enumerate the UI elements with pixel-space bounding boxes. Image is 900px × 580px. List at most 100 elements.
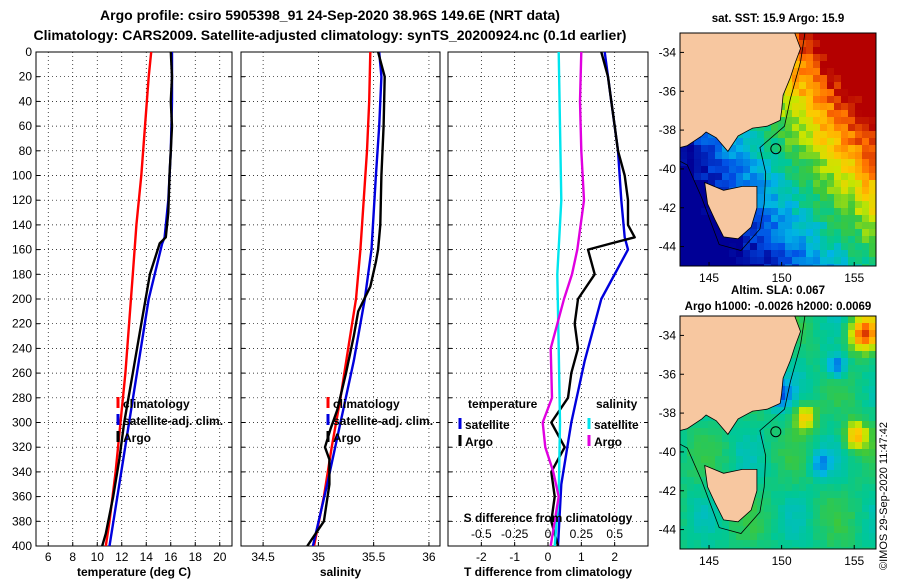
x-tick-label: 35 — [312, 550, 326, 564]
map-cell — [841, 414, 849, 422]
map-cell — [757, 152, 765, 160]
legend-label: satellite-adj. clim. — [333, 414, 433, 428]
x-tick-label: 16 — [164, 550, 178, 564]
map-cell — [764, 229, 772, 237]
map-cell — [736, 435, 744, 443]
legend-label: Argo — [594, 435, 622, 449]
map-cell — [862, 243, 870, 251]
map-cell — [694, 152, 702, 160]
map-cell — [848, 449, 856, 457]
map-cell — [820, 372, 828, 380]
map-cell — [764, 435, 772, 443]
map-cell — [841, 358, 849, 366]
map-cell — [820, 124, 828, 132]
map-cell — [834, 103, 842, 111]
map-cell — [687, 173, 695, 181]
map-cell — [813, 526, 821, 534]
x-tick-label: 8 — [69, 550, 76, 564]
map-cell — [834, 47, 842, 55]
map-cell — [820, 152, 828, 160]
map-cell — [869, 435, 876, 443]
map-cell — [813, 498, 821, 506]
map-cell — [827, 222, 835, 230]
map-cell — [757, 442, 765, 450]
map-cell — [785, 187, 793, 195]
map-cell — [715, 519, 723, 527]
map-cell — [771, 187, 779, 195]
land-mainland — [680, 316, 801, 436]
x-tick-label: -1 — [509, 550, 520, 564]
map-cell — [743, 236, 751, 244]
map-cell — [757, 208, 765, 216]
map-cell — [736, 145, 744, 153]
map-cell — [701, 194, 709, 202]
map-cell — [687, 166, 695, 174]
map-cell — [743, 421, 751, 429]
map-cell — [729, 152, 737, 160]
map-cell — [729, 250, 737, 258]
map-cell — [778, 477, 786, 485]
map-cell — [708, 250, 716, 258]
map-cell — [862, 435, 870, 443]
map-cell — [841, 131, 849, 139]
map-cell — [820, 166, 828, 174]
map-cell — [757, 180, 765, 188]
map-cell — [799, 187, 807, 195]
map-cell — [827, 145, 835, 153]
map-cell — [799, 442, 807, 450]
map-cell — [841, 152, 849, 160]
map-cell — [841, 68, 849, 76]
map-cell — [799, 54, 807, 62]
map-cell — [820, 68, 828, 76]
map-cell — [806, 96, 814, 104]
map-cell — [785, 222, 793, 230]
map-cell — [792, 463, 800, 471]
map-cell — [680, 519, 688, 527]
map-cell — [792, 103, 800, 111]
map-cell — [792, 498, 800, 506]
map-cell — [848, 344, 856, 352]
map-cell — [841, 173, 849, 181]
map-cell — [736, 243, 744, 251]
map-cell — [862, 351, 870, 359]
map-cell — [862, 491, 870, 499]
map-cell — [848, 152, 856, 160]
map-cell — [855, 152, 863, 160]
map-cell — [792, 526, 800, 534]
map-cell — [694, 435, 702, 443]
map-cell — [701, 152, 709, 160]
map-cell — [771, 250, 779, 258]
map-cell — [862, 533, 870, 541]
map-cell — [841, 484, 849, 492]
map-cell — [757, 477, 765, 485]
map-cell — [701, 250, 709, 258]
map-cell — [694, 180, 702, 188]
map-cell — [694, 222, 702, 230]
map-cell — [694, 138, 702, 146]
map-cell — [834, 159, 842, 167]
map-cell — [834, 145, 842, 153]
map-cell — [813, 533, 821, 541]
map-cell — [813, 547, 821, 549]
map-cell — [799, 519, 807, 527]
map-cell — [764, 505, 772, 513]
map-cell — [834, 435, 842, 443]
map-cell — [792, 243, 800, 251]
map-cell — [848, 61, 856, 69]
map-cell — [680, 264, 688, 266]
map-cell — [750, 414, 758, 422]
map-cell — [778, 222, 786, 230]
map-cell — [806, 236, 814, 244]
map-cell — [694, 194, 702, 202]
map-cell — [806, 201, 814, 209]
map-cell — [820, 187, 828, 195]
map-cell — [827, 187, 835, 195]
map-cell — [680, 449, 688, 457]
map-cell — [820, 110, 828, 118]
map-cell — [848, 505, 856, 513]
map-cell — [820, 145, 828, 153]
map-cell — [764, 414, 772, 422]
map-cell — [855, 337, 863, 345]
map-cell — [813, 442, 821, 450]
map-cell — [771, 526, 779, 534]
